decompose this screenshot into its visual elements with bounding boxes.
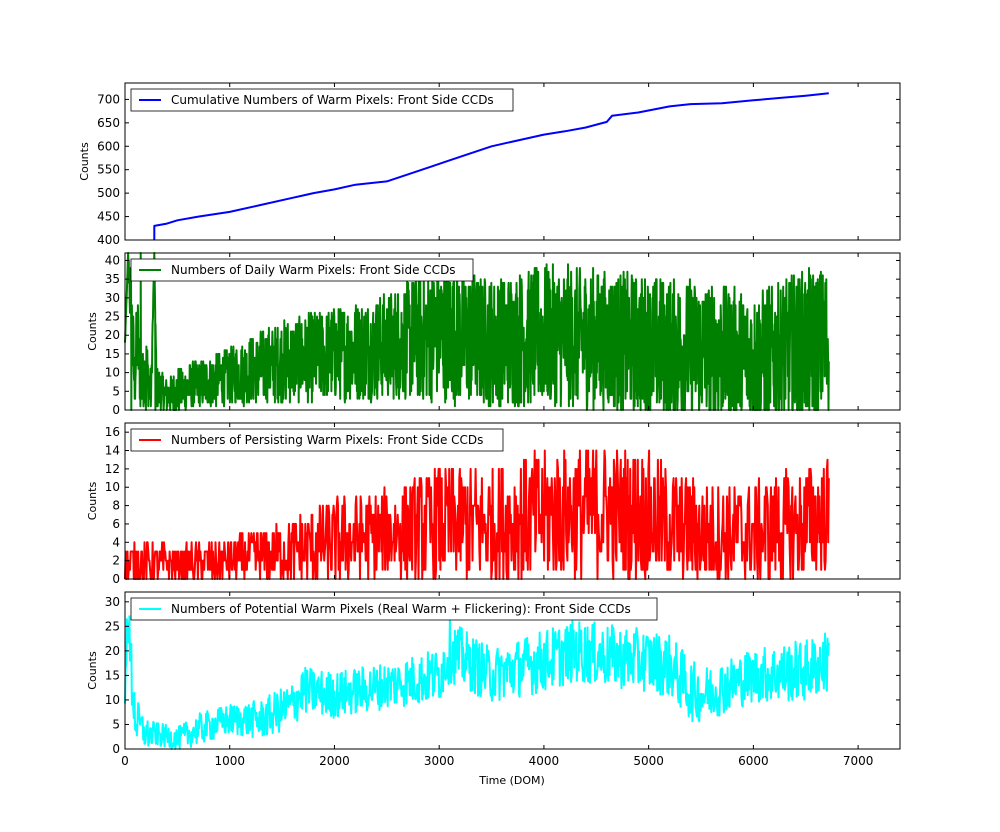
y-tick-label: 4	[112, 535, 120, 549]
y-tick-label: 700	[97, 92, 120, 106]
x-tick-label: 7000	[843, 754, 874, 768]
y-tick-label: 0	[112, 572, 120, 586]
panel-3: 0 2 4 6 8 10 12 14 16 Counts Numbers of Persisting…	[86, 422, 901, 586]
axes-frame	[124, 591, 901, 750]
panel-2: 0 5 10 15 20 25 30 35 40 Counts Numbers of Daily W…	[86, 252, 901, 417]
y-axis-label: Counts	[86, 651, 99, 690]
legend-box	[130, 88, 514, 112]
y-tick-label: 12	[105, 462, 120, 476]
y-axis-label: Counts	[78, 142, 91, 181]
y-tick-label: 30	[105, 595, 120, 609]
legend-box	[130, 428, 504, 452]
legend: Numbers of Potential Warm Pixels (Real W…	[130, 597, 658, 621]
y-tick-label: 20	[105, 644, 120, 658]
series-line-3	[124, 449, 830, 580]
y-tick-label: 650	[97, 116, 120, 130]
y-tick-label: 16	[105, 425, 120, 439]
y-tick-label: 15	[105, 668, 120, 682]
y-tick-label: 10	[105, 693, 120, 707]
y-tick-label: 550	[97, 163, 120, 177]
x-tick-label: 4000	[529, 754, 560, 768]
y-tick-label: 6	[112, 517, 120, 531]
y-axis-label: Counts	[86, 312, 99, 351]
panel-1: 400 450 500 550 600 650 700 Counts Cumulative Nu…	[78, 82, 901, 247]
y-tick-label: 500	[97, 186, 120, 200]
y-tick-label: 40	[105, 253, 120, 267]
legend-label: Cumulative Numbers of Warm Pixels: Front…	[171, 93, 494, 107]
axes-frame	[124, 422, 901, 580]
y-tick-label: 0	[112, 742, 120, 756]
legend-box	[130, 597, 658, 621]
y-tick-label: 400	[97, 233, 120, 247]
y-tick-label: 10	[105, 480, 120, 494]
x-tick-label: 5000	[633, 754, 664, 768]
legend: Numbers of Daily Warm Pixels: Front Side…	[130, 258, 474, 282]
legend-label: Numbers of Potential Warm Pixels (Real W…	[171, 602, 631, 616]
axes-frame	[124, 252, 901, 411]
y-tick-label: 0	[112, 403, 120, 417]
legend-box	[130, 258, 474, 282]
y-tick-label: 2	[112, 554, 120, 568]
y-tick-label: 35	[105, 272, 120, 286]
legend: Numbers of Persisting Warm Pixels: Front…	[130, 428, 504, 452]
series-line-1	[153, 92, 829, 240]
legend-label: Numbers of Persisting Warm Pixels: Front…	[171, 433, 483, 447]
y-tick-label: 5	[112, 717, 120, 731]
x-tick-label: 1000	[214, 754, 245, 768]
y-tick-label: 450	[97, 210, 120, 224]
y-tick-label: 30	[105, 291, 120, 305]
x-tick-label: 6000	[738, 754, 769, 768]
y-tick-label: 5	[112, 384, 120, 398]
y-tick-label: 15	[105, 347, 120, 361]
panel-4: 0 5 10 15 20 25 30 0 1000 2000 3000 4000 5000 6000 700…	[86, 591, 901, 768]
series-line-4	[124, 615, 830, 750]
y-tick-label: 14	[105, 444, 120, 458]
legend-label: Numbers of Daily Warm Pixels: Front Side…	[171, 263, 456, 277]
y-tick-label: 20	[105, 328, 120, 342]
legend: Cumulative Numbers of Warm Pixels: Front…	[130, 88, 514, 112]
series-line-2	[124, 252, 830, 411]
y-tick-label: 25	[105, 619, 120, 633]
axes-frame	[124, 82, 901, 241]
x-tick-label: 0	[121, 754, 129, 768]
y-tick-label: 25	[105, 310, 120, 324]
x-tick-label: 2000	[319, 754, 350, 768]
y-tick-label: 600	[97, 139, 120, 153]
x-tick-label: 3000	[424, 754, 455, 768]
y-axis-label: Counts	[86, 482, 99, 521]
y-tick-label: 10	[105, 366, 120, 380]
y-tick-label: 8	[112, 499, 120, 513]
x-axis-label: Time (DOM)	[478, 774, 545, 787]
